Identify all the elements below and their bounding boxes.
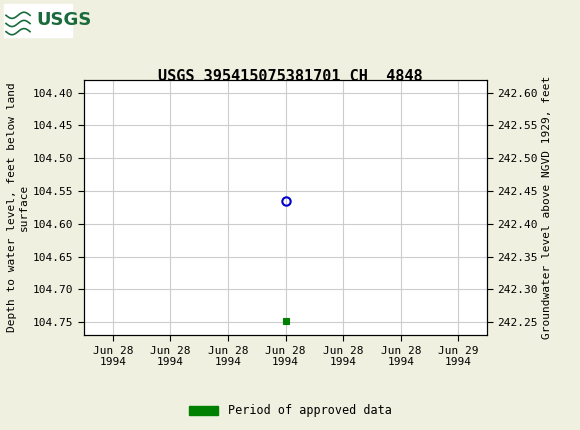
Legend: Period of approved data: Period of approved data bbox=[184, 399, 396, 422]
Text: USGS: USGS bbox=[36, 12, 92, 29]
Text: USGS 395415075381701 CH  4848: USGS 395415075381701 CH 4848 bbox=[158, 69, 422, 84]
Y-axis label: Depth to water level, feet below land
surface: Depth to water level, feet below land su… bbox=[8, 83, 29, 332]
Y-axis label: Groundwater level above NGVD 1929, feet: Groundwater level above NGVD 1929, feet bbox=[542, 76, 552, 339]
Bar bbox=[4, 4, 72, 37]
